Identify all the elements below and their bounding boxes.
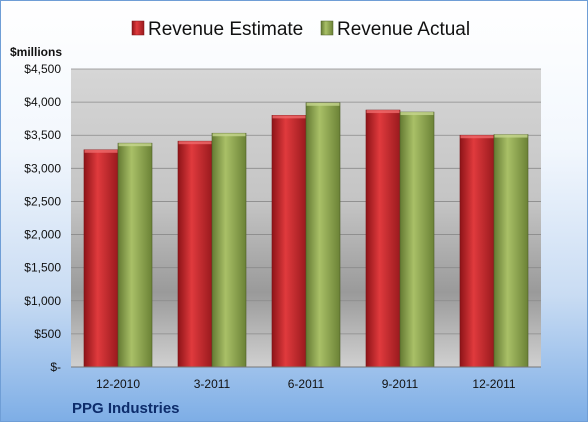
- bar-revenue-estimate-top: [272, 115, 306, 119]
- bar-revenue-estimate: [83, 149, 119, 368]
- chart-footer-title: PPG Industries: [72, 400, 180, 417]
- y-tick-label: $2,000: [24, 228, 61, 242]
- y-tick-label: $2,500: [24, 194, 61, 208]
- bar-revenue-actual-top: [212, 133, 246, 137]
- bar-revenue-actual-top: [494, 134, 528, 138]
- x-tick-label: 9-2011: [382, 377, 419, 391]
- bar-revenue-actual-top: [400, 112, 434, 116]
- bar-revenue-actual: [493, 134, 529, 368]
- y-tick-label: $500: [34, 327, 61, 341]
- legend: Revenue Estimate Revenue Actual: [131, 19, 470, 40]
- bar-revenue-estimate-top: [366, 110, 400, 114]
- legend-swatch-actual: [320, 20, 334, 36]
- legend-swatch-estimate: [131, 20, 145, 36]
- bar-revenue-actual-top: [118, 143, 152, 147]
- y-axis-ticks: $- $500 $1,000 $1,500 $2,000 $2,500 $3,000 $3,5…: [24, 62, 61, 374]
- bar-revenue-actual: [305, 102, 341, 368]
- bar-revenue-estimate: [271, 115, 307, 368]
- bar-revenue-estimate-top: [178, 141, 212, 145]
- y-tick-label: $1,000: [24, 294, 61, 308]
- bar-revenue-estimate-top: [460, 135, 494, 139]
- bar-revenue-actual: [399, 111, 435, 368]
- y-tick-label: $1,500: [24, 261, 61, 275]
- y-tick-label: $3,500: [24, 128, 61, 142]
- x-axis-ticks: 12-2010 3-2011 6-2011 9-2011 12-2011: [96, 377, 516, 391]
- y-tick-label: $3,000: [24, 161, 61, 175]
- x-tick-label: 12-2011: [472, 377, 515, 391]
- x-tick-label: 3-2011: [194, 377, 231, 391]
- legend-label-estimate: Revenue Estimate: [148, 19, 303, 40]
- x-tick-label: 12-2010: [96, 377, 140, 391]
- bar-revenue-actual-top: [306, 102, 340, 106]
- y-tick-label: $-: [50, 360, 61, 374]
- bar-revenue-estimate: [177, 140, 213, 368]
- y-tick-label: $4,500: [24, 62, 61, 76]
- bar-revenue-estimate: [459, 134, 495, 368]
- legend-label-actual: Revenue Actual: [337, 19, 470, 40]
- bars: [83, 102, 529, 368]
- bar-revenue-estimate: [365, 109, 401, 368]
- bar-revenue-actual: [117, 142, 153, 368]
- x-tick-label: 6-2011: [288, 377, 325, 391]
- bar-revenue-estimate-top: [84, 149, 118, 153]
- y-axis-unit-label: $millions: [10, 45, 62, 59]
- y-tick-label: $4,000: [24, 95, 61, 109]
- bar-revenue-actual: [211, 132, 247, 368]
